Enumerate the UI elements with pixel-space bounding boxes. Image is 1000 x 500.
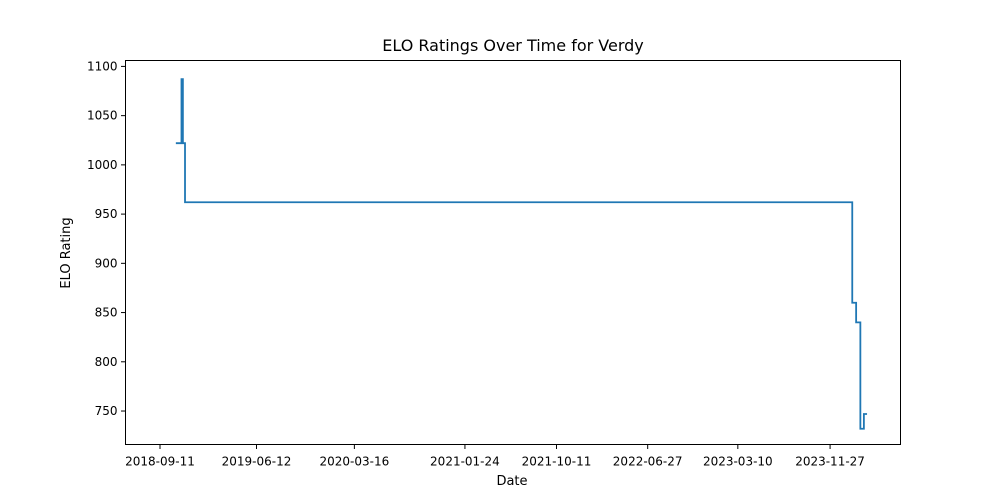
y-tick-label: 850 (95, 306, 118, 320)
x-tick-label: 2021-10-11 (522, 455, 592, 469)
y-axis: 750 800 850 900 950 1000 1050 1100 (87, 59, 126, 418)
y-axis-label: ELO Rating (59, 217, 74, 288)
y-tick-label: 900 (95, 256, 118, 270)
y-tick-label: 1100 (87, 59, 118, 73)
series-layer (175, 78, 868, 430)
x-tick-label: 2020-03-16 (319, 455, 389, 469)
x-axis: 2018-09-11 2019-06-12 2020-03-16 2021-01-24… (125, 444, 865, 469)
y-tick-label: 800 (95, 355, 118, 369)
y-tick-label: 1050 (87, 109, 118, 123)
y-tick-label: 950 (95, 207, 118, 221)
y-tick-label: 750 (95, 404, 118, 418)
x-tick-label: 2018-09-11 (125, 455, 195, 469)
x-tick-label: 2019-06-12 (222, 455, 292, 469)
x-tick-label: 2023-03-10 (703, 455, 773, 469)
x-axis-label: Date (496, 474, 527, 489)
x-tick-label: 2021-01-24 (430, 455, 500, 469)
elo-series-line (175, 78, 868, 430)
x-tick-label: 2023-11-27 (795, 455, 865, 469)
plot-frame (125, 60, 901, 445)
x-tick-label: 2022-06-27 (613, 455, 683, 469)
chart-title: ELO Ratings Over Time for Verdy (382, 36, 644, 55)
y-tick-label: 1000 (87, 158, 118, 172)
